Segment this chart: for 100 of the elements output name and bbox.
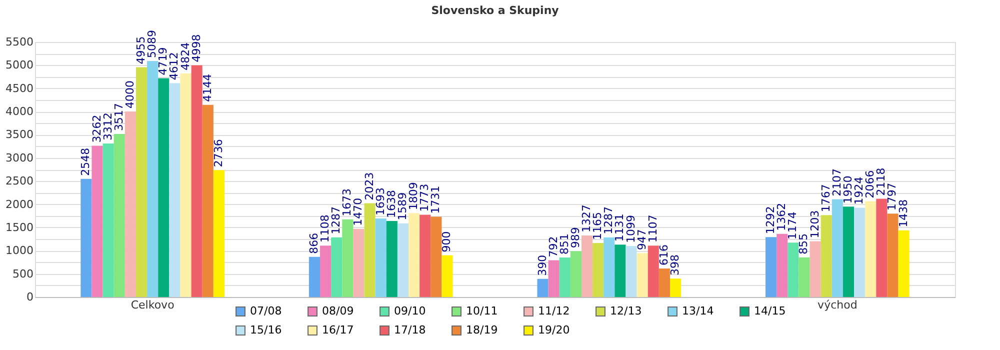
- data-label: 4144: [200, 74, 214, 102]
- bar: [80, 178, 92, 297]
- data-label: 1693: [374, 188, 387, 216]
- x-tick-label: Celkovo: [130, 298, 175, 312]
- bar: [375, 218, 386, 297]
- legend-label: 13/14: [682, 304, 714, 318]
- data-label: 616: [657, 244, 670, 266]
- y-tick-label: 2500: [6, 174, 34, 188]
- bar: [570, 251, 582, 297]
- data-label: 4612: [168, 52, 181, 80]
- data-label: 1638: [384, 190, 398, 218]
- bar: [887, 214, 898, 297]
- data-label: 1292: [764, 206, 778, 234]
- bar: [169, 83, 180, 297]
- bar: [102, 143, 114, 297]
- data-label: 4824: [178, 42, 192, 70]
- data-label: 1107: [646, 214, 660, 243]
- bar: [180, 73, 192, 297]
- data-label: 1470: [352, 198, 365, 226]
- data-label: 989: [568, 227, 582, 248]
- bar: [548, 260, 560, 297]
- data-label: 2023: [362, 172, 376, 200]
- data-label: 1131: [613, 214, 626, 242]
- data-label: 1099: [624, 215, 638, 244]
- bar: [158, 78, 170, 297]
- legend-label: 14/15: [754, 304, 786, 318]
- bar: [766, 237, 777, 297]
- bar: [408, 213, 420, 297]
- legend-label: 11/12: [538, 304, 570, 318]
- bar: [136, 67, 148, 297]
- data-label: 947: [635, 229, 648, 250]
- data-label: 1287: [602, 206, 616, 234]
- bar: [776, 234, 788, 297]
- legend-label: 08/09: [322, 304, 354, 318]
- y-tick-label: 3000: [6, 151, 34, 164]
- bar: [537, 278, 548, 297]
- bar: [670, 278, 682, 297]
- data-label: 2736: [212, 139, 225, 168]
- data-label: 1165: [591, 212, 604, 240]
- y-tick-label: 4000: [6, 105, 34, 118]
- data-label: 2548: [79, 148, 92, 176]
- bar: [308, 256, 320, 297]
- bar: [626, 246, 637, 297]
- bar: [320, 246, 332, 297]
- data-label: 1924: [852, 176, 866, 205]
- y-tick-label: 5500: [6, 36, 34, 48]
- y-tick-label: 2000: [6, 198, 34, 211]
- bar: [420, 214, 431, 297]
- bar: [614, 244, 626, 297]
- bar: [842, 206, 854, 297]
- data-label: 1203: [808, 210, 822, 238]
- bar: [353, 228, 364, 297]
- bar: [604, 237, 615, 297]
- y-tick-label: 3500: [6, 128, 34, 142]
- bar: [559, 258, 570, 297]
- y-tick-label: 500: [12, 267, 34, 280]
- data-label: 2118: [874, 168, 888, 196]
- data-label: 1362: [775, 202, 788, 231]
- legend-label: 10/11: [466, 304, 498, 318]
- data-label: 1731: [429, 186, 442, 214]
- y-tick-label: 1500: [6, 220, 34, 234]
- y-tick-label: 0: [26, 290, 34, 304]
- bar: [202, 104, 214, 297]
- bar: [636, 253, 648, 297]
- legend-label: 16/17: [322, 324, 354, 336]
- bar: [364, 203, 376, 297]
- bar: [397, 223, 409, 297]
- bar: [820, 215, 832, 297]
- data-label: 1438: [896, 199, 910, 228]
- bar: [442, 255, 453, 297]
- data-label: 855: [797, 233, 810, 254]
- bar: [92, 146, 103, 297]
- data-label: 4000: [123, 80, 136, 109]
- y-tick-label: 4500: [6, 82, 34, 95]
- data-label: 1174: [786, 212, 800, 240]
- bar: [854, 208, 866, 297]
- data-label: 851: [558, 234, 571, 255]
- data-label: 1589: [396, 192, 409, 220]
- data-label: 1108: [318, 214, 332, 243]
- legend-label: 09/10: [394, 304, 426, 318]
- data-label: 3262: [90, 114, 104, 143]
- y-tick-label: 5000: [6, 58, 34, 72]
- bar: [213, 170, 224, 297]
- bar: [191, 65, 202, 297]
- bar: [788, 242, 799, 297]
- bar: [865, 201, 876, 297]
- data-label: 1773: [418, 184, 432, 212]
- bar: [592, 242, 604, 297]
- y-tick-label: 1000: [6, 244, 34, 258]
- bar: [386, 221, 398, 297]
- data-label: 1809: [407, 182, 420, 210]
- data-label: 4955: [134, 36, 148, 64]
- data-label: 1327: [580, 204, 594, 232]
- bar: [430, 216, 442, 297]
- data-label: 3312: [101, 112, 114, 140]
- bar: [898, 230, 910, 297]
- data-label: 1797: [886, 182, 899, 211]
- x-tick-label: východ: [818, 298, 858, 312]
- bar: [648, 246, 659, 297]
- data-label: 4998: [190, 34, 203, 62]
